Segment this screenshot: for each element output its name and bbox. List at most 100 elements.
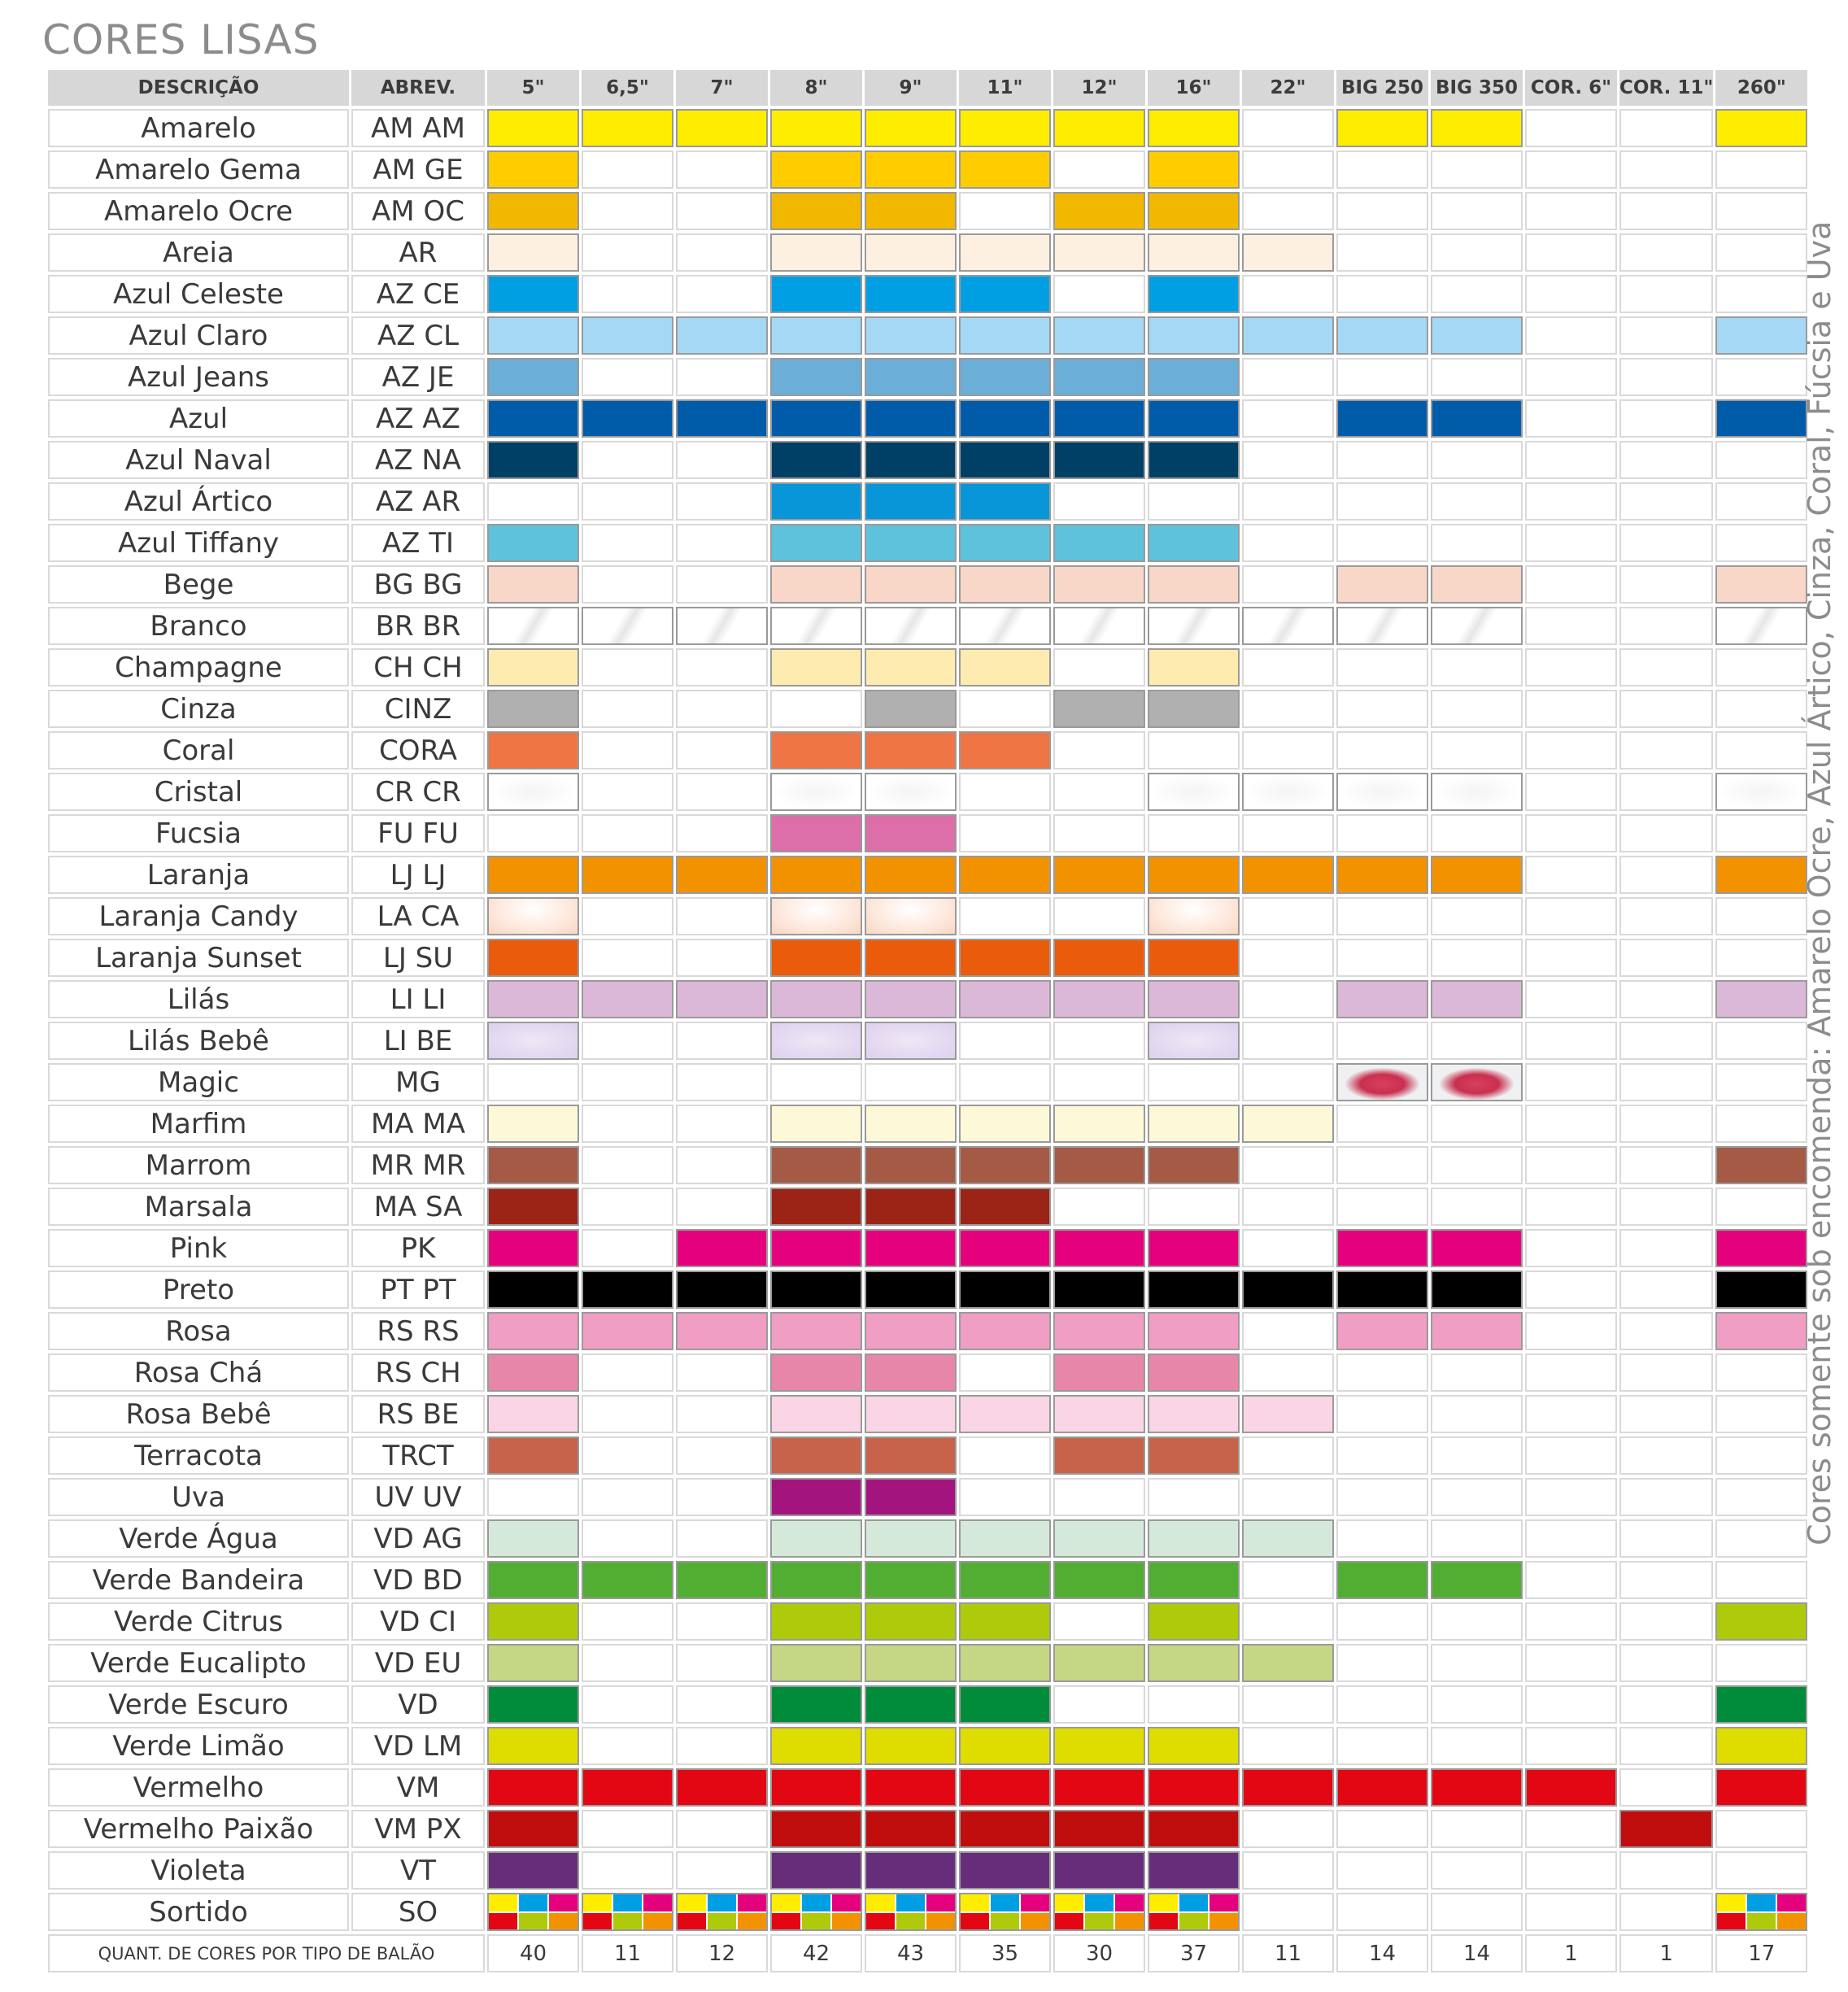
empty-cell (1242, 1353, 1334, 1392)
empty-cell (1619, 1229, 1714, 1267)
color-swatch (865, 1727, 957, 1765)
color-abbreviation: VD AG (351, 1519, 485, 1558)
color-swatch (582, 607, 673, 645)
color-swatch (487, 441, 579, 479)
color-swatch (865, 1644, 957, 1682)
empty-cell (1148, 731, 1240, 769)
color-swatch (1431, 1229, 1523, 1267)
color-swatch (1242, 1519, 1334, 1558)
table-row: Amarelo Gema AM GE (48, 150, 1808, 189)
color-swatch (1336, 316, 1428, 355)
empty-cell (1336, 939, 1428, 977)
empty-cell (582, 1436, 673, 1475)
color-swatch (487, 1395, 579, 1433)
table-row: Laranja Candy LA CA (48, 897, 1808, 935)
empty-cell (676, 1436, 768, 1475)
color-swatch (1336, 980, 1428, 1018)
empty-cell (582, 1105, 673, 1143)
color-name: Azul Ártico (48, 482, 349, 521)
color-swatch (1431, 1312, 1523, 1350)
empty-cell (1525, 1395, 1617, 1433)
color-swatch (1242, 1105, 1334, 1143)
color-swatch (1053, 1436, 1145, 1475)
assorted-color-chip (991, 1894, 1019, 1911)
empty-cell (1525, 1105, 1617, 1143)
color-swatch (487, 1229, 579, 1267)
header-size: 16" (1148, 70, 1240, 106)
empty-cell (1336, 441, 1428, 479)
empty-cell (676, 897, 768, 935)
assorted-color-chip (1747, 1912, 1776, 1929)
color-swatch (582, 1561, 673, 1599)
table-row: Rosa Bebê RS BE (48, 1395, 1808, 1433)
color-swatch (1148, 856, 1240, 894)
color-swatch (487, 565, 579, 604)
empty-cell (1053, 1602, 1145, 1641)
color-swatch (1148, 1644, 1240, 1682)
color-swatch (770, 1727, 862, 1765)
empty-cell (1053, 897, 1145, 935)
empty-cell (676, 1810, 768, 1848)
assorted-color-chip (1747, 1894, 1776, 1911)
empty-cell (1715, 1105, 1808, 1143)
color-swatch (959, 524, 1051, 562)
color-swatch (487, 1436, 579, 1475)
empty-cell (1715, 648, 1808, 687)
color-swatch (1053, 565, 1145, 604)
empty-cell (582, 939, 673, 977)
empty-cell (1525, 607, 1617, 645)
empty-cell (676, 1063, 768, 1101)
empty-cell (1431, 1146, 1523, 1184)
color-swatch (865, 1561, 957, 1599)
empty-cell (1431, 1105, 1523, 1143)
empty-cell (1619, 524, 1714, 562)
color-name: Magic (48, 1063, 349, 1101)
table-row: Fucsia FU FU (48, 814, 1808, 852)
color-swatch (1148, 1893, 1240, 1931)
color-abbreviation: AZ JE (351, 358, 485, 396)
color-swatch (487, 731, 579, 769)
empty-cell (1715, 939, 1808, 977)
assorted-color-chip (832, 1912, 861, 1929)
color-abbreviation: CORA (351, 731, 485, 769)
empty-cell (1619, 773, 1714, 811)
empty-cell (1242, 109, 1334, 147)
color-swatch (865, 1602, 957, 1641)
color-swatch (487, 233, 579, 272)
empty-cell (582, 1063, 673, 1101)
color-swatch (770, 1810, 862, 1848)
empty-cell (1053, 482, 1145, 521)
empty-cell (1715, 1519, 1808, 1558)
color-swatch (1431, 399, 1523, 438)
empty-cell (676, 1395, 768, 1433)
color-swatch (770, 731, 862, 769)
empty-cell (676, 1146, 768, 1184)
empty-cell (1525, 1229, 1617, 1267)
empty-cell (487, 1478, 579, 1516)
color-swatch (865, 109, 957, 147)
color-abbreviation: VD (351, 1685, 485, 1724)
empty-cell (1715, 482, 1808, 521)
color-name: Verde Eucalipto (48, 1644, 349, 1682)
color-swatch (770, 441, 862, 479)
empty-cell (1336, 1519, 1428, 1558)
empty-cell (676, 192, 768, 230)
color-swatch (1336, 1561, 1428, 1599)
color-swatch (865, 1312, 957, 1350)
color-swatch (1148, 1810, 1240, 1848)
empty-cell (676, 773, 768, 811)
empty-cell (582, 1395, 673, 1433)
empty-cell (582, 897, 673, 935)
color-swatch (959, 233, 1051, 272)
color-swatch (770, 565, 862, 604)
color-swatch (676, 1312, 768, 1350)
color-swatch (959, 316, 1051, 355)
side-note: Cores somente sob encomenda: Amarelo Ocr… (1802, 220, 1837, 1545)
empty-cell (582, 192, 673, 230)
color-swatch (1431, 1768, 1523, 1807)
assorted-color-chip (549, 1894, 578, 1911)
empty-cell (1242, 1478, 1334, 1516)
color-swatch (865, 1851, 957, 1890)
empty-cell (1619, 1685, 1714, 1724)
color-swatch (1053, 980, 1145, 1018)
